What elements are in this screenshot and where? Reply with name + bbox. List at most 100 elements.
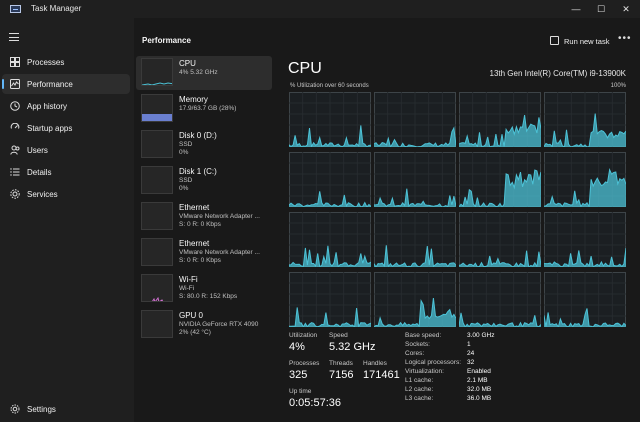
users-icon — [10, 145, 20, 155]
spec-value: Enabled — [467, 368, 491, 375]
sidebar-item-app-history[interactable]: App history — [2, 96, 130, 116]
utilization-value: 4% — [289, 341, 305, 353]
core-graph — [289, 152, 371, 207]
sidebar-item-label: Startup apps — [27, 124, 73, 133]
ethernet-thumbnail-graph — [141, 202, 173, 230]
device-usage: S: 0 R: 0 Kbps — [179, 221, 221, 228]
close-button[interactable]: ✕ — [622, 4, 630, 14]
threads-label: Threads — [329, 360, 353, 367]
sidebar-item-label: Details — [27, 168, 52, 177]
device-detail: VMware Network Adapter ... — [179, 213, 260, 220]
device-ethernet-1[interactable]: Ethernet VMware Network Adapter ... S: 0… — [136, 200, 272, 234]
performance-icon — [10, 79, 20, 89]
run-new-task-label: Run new task — [564, 37, 610, 46]
device-usage: S: 0 R: 0 Kbps — [179, 257, 221, 264]
sidebar-item-users[interactable]: Users — [2, 140, 130, 160]
spec-value: 32 — [467, 359, 475, 366]
wifi-thumbnail-graph — [141, 274, 173, 302]
sidebar-item-label: App history — [27, 102, 68, 111]
sidebar-item-settings[interactable]: Settings — [2, 399, 130, 419]
handles-label: Handles — [363, 360, 387, 367]
graph-caption: % Utilization over 60 seconds — [290, 83, 369, 89]
speed-label: Speed — [329, 332, 348, 339]
ethernet-thumbnail-graph — [141, 238, 173, 266]
device-memory[interactable]: Memory 17.9/63.7 GB (28%) — [136, 92, 272, 126]
device-cpu[interactable]: CPU 4% 5.32 GHz — [136, 56, 272, 90]
spec-label: Logical processors: — [405, 359, 461, 366]
main-panel: Performance Run new task ••• CPU 4% 5.32… — [134, 18, 640, 422]
settings-label: Settings — [27, 405, 56, 414]
core-graph — [544, 272, 626, 327]
task-manager-icon — [10, 5, 21, 13]
page-title: Performance — [142, 36, 191, 45]
device-disk-0[interactable]: Disk 0 (D:) SSD 0% — [136, 128, 272, 162]
device-name: Memory — [179, 95, 208, 104]
device-detail: NVIDIA GeForce RTX 4090 — [179, 321, 259, 328]
sidebar-item-label: Processes — [27, 58, 65, 67]
spec-label: Sockets: — [405, 341, 430, 348]
maximize-button[interactable]: ☐ — [596, 4, 606, 14]
spec-value: 1 — [467, 341, 471, 348]
spec-value: 32.0 MB — [467, 386, 492, 393]
core-graph — [289, 212, 371, 267]
more-options-button[interactable]: ••• — [618, 33, 632, 44]
processes-value: 325 — [289, 369, 308, 381]
services-icon — [10, 189, 20, 199]
device-wifi[interactable]: Wi-Fi Wi-Fi S: 80.0 R: 152 Kbps — [136, 272, 272, 306]
sidebar-item-services[interactable]: Services — [2, 184, 130, 204]
sidebar-item-startup-apps[interactable]: Startup apps — [2, 118, 130, 138]
spec-label: Virtualization: — [405, 368, 444, 375]
spec-label: L2 cache: — [405, 386, 434, 393]
spec-value: 24 — [467, 350, 475, 357]
core-graph — [544, 92, 626, 147]
disk-thumbnail-graph — [141, 130, 173, 158]
device-name: Wi-Fi — [179, 275, 198, 284]
device-name: Disk 1 (C:) — [179, 167, 217, 176]
utilization-label: Utilization — [289, 332, 318, 339]
cpu-model: 13th Gen Intel(R) Core(TM) i9-13900K — [489, 69, 627, 78]
startup-apps-icon — [10, 123, 20, 129]
processes-icon — [10, 57, 20, 67]
device-detail: SSD — [179, 141, 193, 148]
sidebar-item-label: Users — [27, 146, 48, 155]
sidebar-item-details[interactable]: Details — [2, 162, 130, 182]
core-graph — [459, 92, 541, 147]
uptime-label: Up time — [289, 388, 312, 395]
cpu-thumbnail-graph — [141, 58, 173, 86]
device-name: GPU 0 — [179, 311, 204, 320]
core-graph — [544, 152, 626, 207]
minimize-button[interactable]: — — [571, 4, 581, 14]
spec-value: 36.0 MB — [467, 395, 492, 402]
device-name: CPU — [179, 59, 196, 68]
core-graph — [289, 272, 371, 327]
device-name: Ethernet — [179, 203, 210, 212]
memory-thumbnail-graph — [141, 94, 173, 122]
device-gpu-0[interactable]: GPU 0 NVIDIA GeForce RTX 4090 2% (42 °C) — [136, 308, 272, 342]
core-graph — [289, 92, 371, 147]
device-usage: 0% — [179, 185, 189, 192]
sidebar-item-label: Performance — [27, 80, 73, 89]
device-usage: 2% (42 °C) — [179, 329, 211, 336]
sidebar-item-processes[interactable]: Processes — [2, 52, 130, 72]
device-ethernet-2[interactable]: Ethernet VMware Network Adapter ... S: 0… — [136, 236, 272, 270]
gpu-thumbnail-graph — [141, 310, 173, 338]
device-disk-1[interactable]: Disk 1 (C:) SSD 0% — [136, 164, 272, 198]
uptime-value: 0:05:57:36 — [289, 397, 341, 409]
speed-value: 5.32 GHz — [329, 341, 376, 353]
device-usage: 0% — [179, 149, 189, 156]
sidebar-nav: Processes Performance App history Startu… — [0, 18, 134, 422]
threads-value: 7156 — [329, 369, 354, 381]
core-graph — [374, 212, 456, 267]
gear-icon — [10, 404, 20, 414]
sidebar-item-performance[interactable]: Performance — [2, 74, 130, 94]
app-history-icon — [10, 101, 20, 111]
run-task-icon — [550, 36, 559, 45]
spec-value: 3.00 GHz — [467, 332, 495, 339]
core-graph — [459, 212, 541, 267]
core-graph — [374, 152, 456, 207]
device-detail: VMware Network Adapter ... — [179, 249, 260, 256]
hamburger-menu-icon[interactable] — [9, 33, 19, 41]
core-graph — [374, 272, 456, 327]
details-icon — [10, 168, 20, 176]
sidebar-item-label: Services — [27, 190, 58, 199]
